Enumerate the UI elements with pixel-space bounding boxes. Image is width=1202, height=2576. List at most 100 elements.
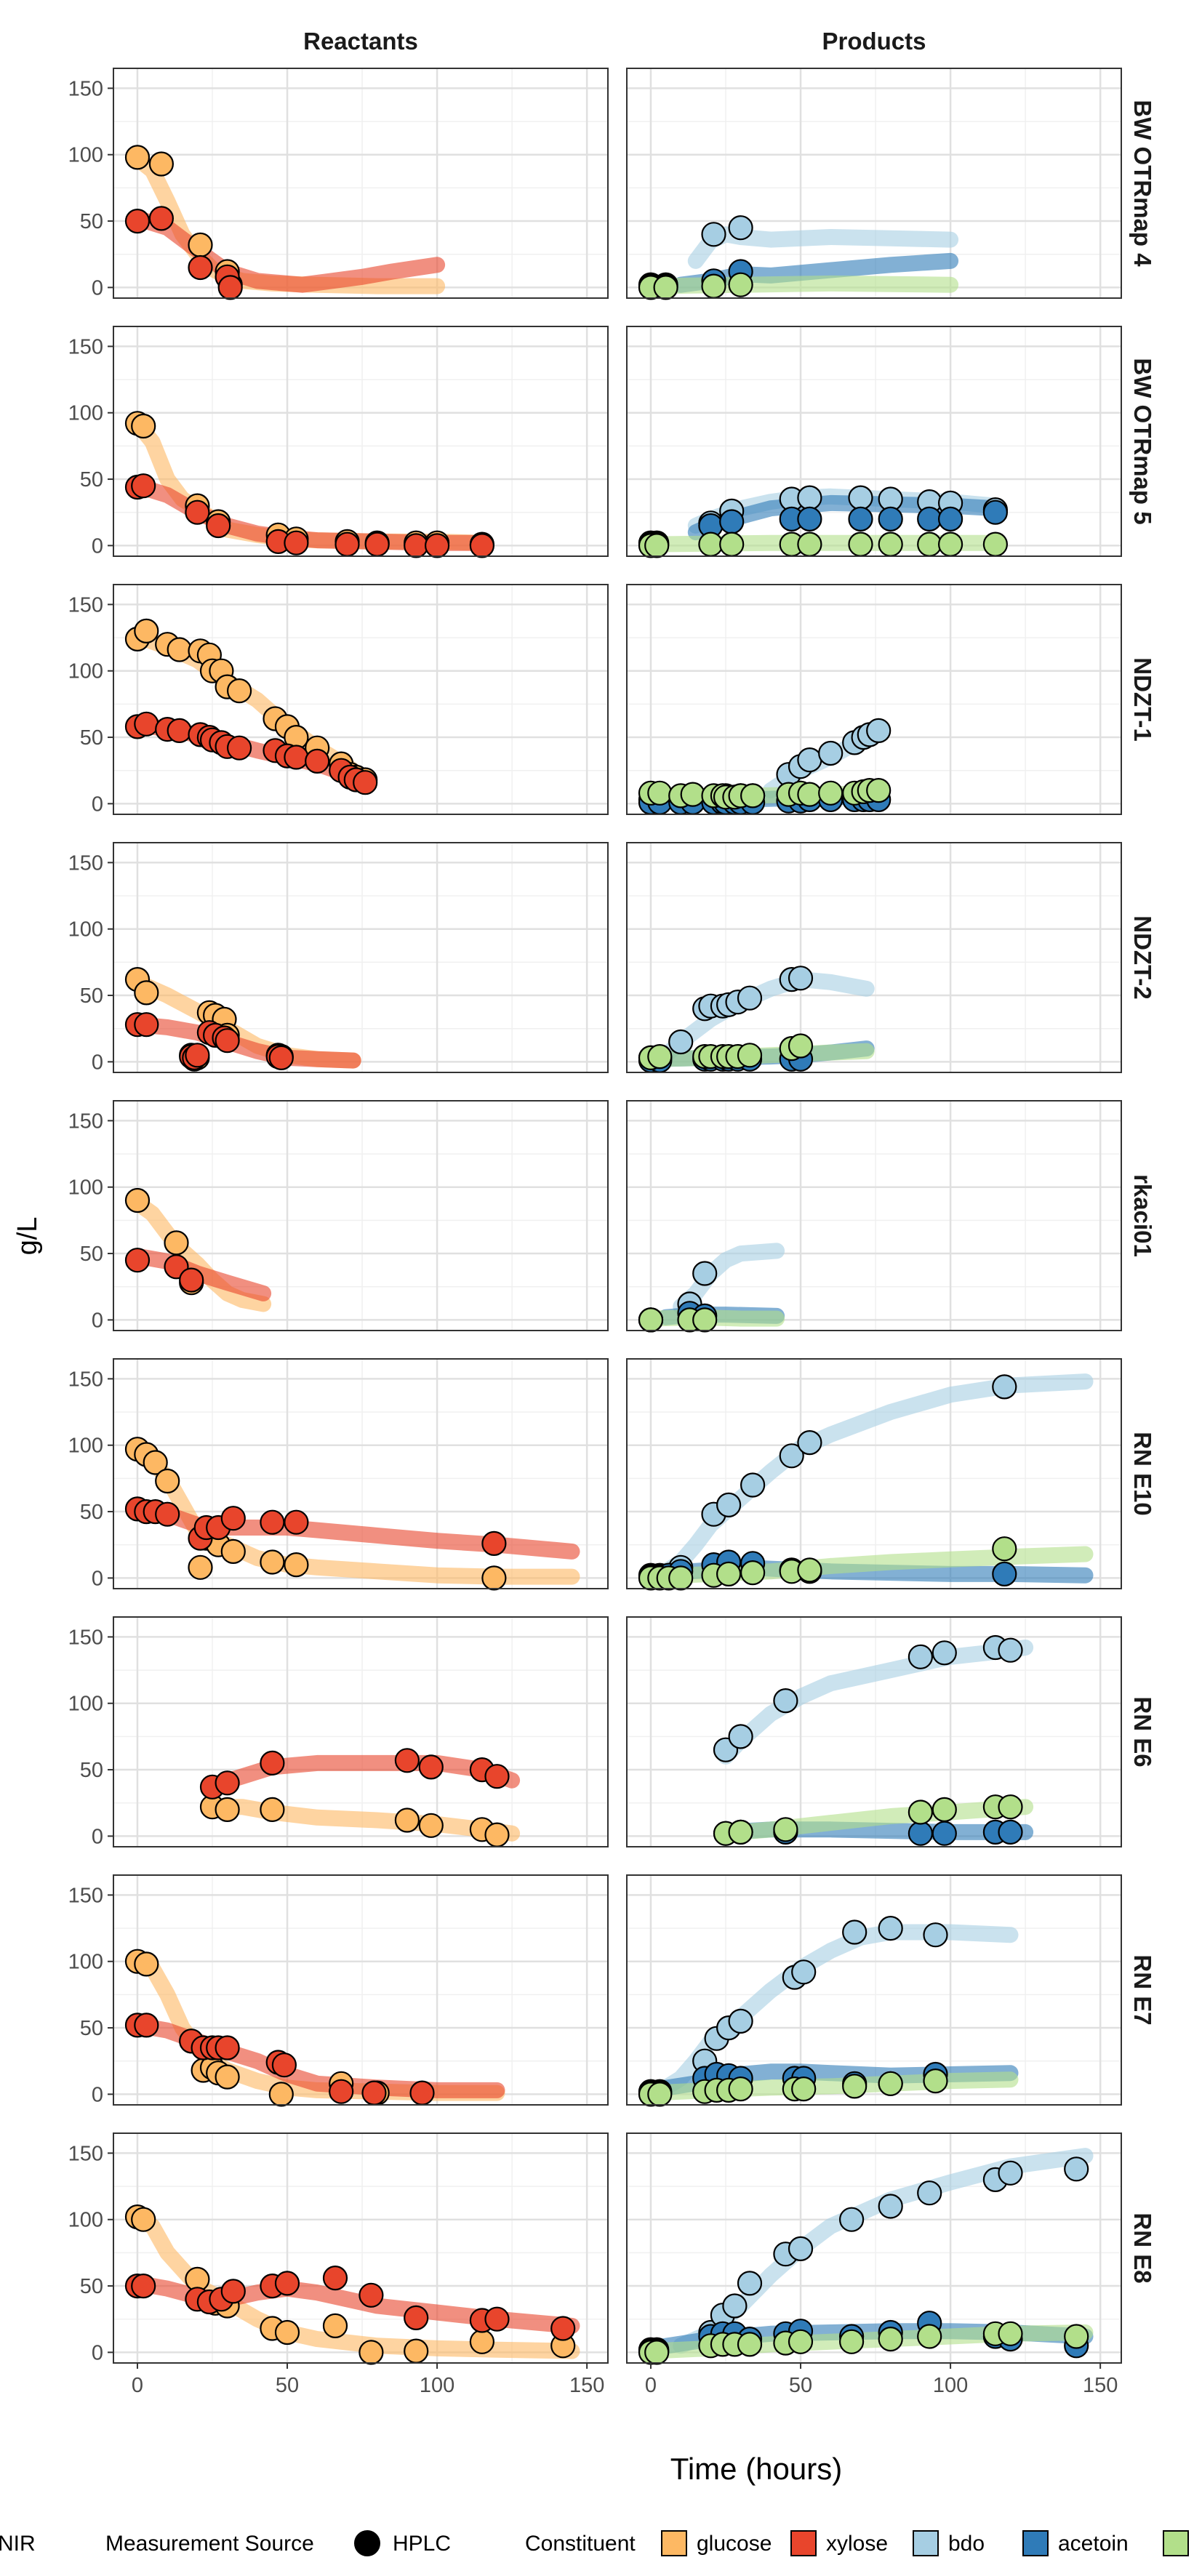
hplc-point-glucose [322, 2313, 348, 2338]
hplc-point-xylose [409, 2080, 435, 2106]
y-tick-label: 0 [92, 534, 103, 558]
panel-rn-e8-products: 0 50 100 150 [626, 2132, 1122, 2397]
hplc-point-bdo [931, 1640, 957, 1666]
panel-rn-e7-products [626, 1874, 1122, 2107]
hplc-point-glucose [260, 1797, 285, 1822]
legend-key-xylose [790, 2530, 817, 2556]
hplc-point-bdo [998, 2160, 1023, 2186]
hplc-point-ethanol [848, 531, 873, 557]
hplc-point-acetoin [917, 506, 942, 532]
hplc-point-glucose [404, 2338, 429, 2364]
legend-key-bdo [913, 2530, 939, 2556]
hplc-point-xylose [274, 2271, 300, 2296]
legend-key-glucose [661, 2530, 687, 2556]
panel-ndzt-2-reactants: 0 50 100 150 [68, 842, 609, 1074]
hplc-point-xylose [206, 513, 231, 539]
hplc-point-acetoin [992, 1561, 1017, 1586]
y-tick-label: 0 [92, 793, 103, 816]
hplc-point-ethanol [638, 1307, 664, 1333]
hplc-point-xylose [353, 770, 378, 795]
hplc-point-glucose [164, 1230, 189, 1256]
panel-border [626, 68, 1122, 299]
hplc-point-bdo [716, 1492, 742, 1517]
hplc-point-bdo [917, 2180, 942, 2206]
panel-rn-e6-reactants: 0 50 100 150 [68, 1616, 609, 1848]
hplc-point-acetoin [937, 506, 963, 532]
panel-bw-otrmap-5-products [626, 326, 1122, 558]
panel-rn-e6-products [626, 1616, 1122, 1847]
legend-label-xylose: xylose [826, 2532, 888, 2556]
panel-border [113, 584, 609, 815]
y-tick-label: 150 [68, 1884, 103, 1907]
hplc-point-ethanol [773, 1817, 798, 1842]
panel-ndzt-2-products [626, 842, 1122, 1073]
panel-border [626, 1358, 1122, 1589]
panel-background [627, 1617, 1121, 1847]
panel-background [627, 843, 1121, 1072]
hplc-point-ethanol [716, 1561, 742, 1586]
legend-constituent-title: Constituent [525, 2532, 636, 2556]
column-title-products: Products [822, 28, 926, 55]
hplc-point-ethanol [701, 273, 726, 299]
hplc-point-bdo [848, 485, 873, 510]
hplc-point-bdo [728, 1724, 753, 1749]
panel-border [113, 1874, 609, 2106]
panel-background [113, 68, 608, 298]
panel-rkaci01-reactants: 0 50 100 150 [68, 1100, 609, 1332]
hplc-point-ethanol [680, 782, 705, 807]
legend-label-glucose: glucose [697, 2532, 772, 2556]
hplc-point-bdo [728, 2008, 753, 2034]
legend-label-bdo: bdo [948, 2532, 985, 2556]
hplc-point-xylose [329, 2079, 354, 2104]
hplc-point-bdo [1064, 2156, 1089, 2182]
hplc-point-xylose [284, 1509, 309, 1535]
row-label-ndzt-2: NDZT-2 [1129, 915, 1156, 1000]
hplc-point-ethanol [917, 2324, 942, 2349]
panel-background [627, 1101, 1121, 1331]
hplc-point-bdo [818, 740, 844, 766]
x-tick-label: 50 [789, 2374, 812, 2397]
hplc-point-glucose [394, 1807, 420, 1833]
y-tick-label: 0 [92, 2083, 103, 2106]
hplc-point-glucose [358, 2340, 384, 2365]
hplc-point-ethanol [992, 1536, 1017, 1562]
hplc-point-ethanol [818, 780, 844, 806]
hplc-point-ethanol [982, 531, 1009, 557]
hplc-point-bdo [701, 222, 726, 247]
hplc-point-xylose [322, 2266, 348, 2291]
nir-trace-glucose [129, 1195, 272, 1312]
row-label-bw-otrmap-4: BW OTRmap 4 [1129, 100, 1156, 267]
panel-border [113, 842, 609, 1073]
hplc-point-xylose [220, 2279, 246, 2304]
hplc-point-bdo [668, 1029, 694, 1055]
hplc-point-glucose [220, 1538, 246, 1564]
hplc-point-ethanol [647, 780, 673, 806]
hplc-point-xylose [260, 1750, 285, 1775]
legend-key-acetoin [1022, 2530, 1049, 2556]
hplc-point-bdo [779, 1443, 804, 1469]
panel-background [113, 1875, 608, 2105]
hplc-point-bdo [791, 1959, 817, 1985]
hplc-point-glucose [469, 2329, 495, 2354]
x-tick-label: 150 [569, 2374, 604, 2397]
hplc-point-ethanol [740, 783, 766, 808]
hplc-point-bdo [878, 1916, 903, 1941]
hplc-point-glucose [155, 1468, 180, 1494]
x-tick-label: 50 [276, 2374, 299, 2397]
panel-rn-e10-reactants: 0 50 100 150 [68, 1358, 609, 1591]
hplc-point-bdo [992, 1374, 1017, 1400]
panel-bw-otrmap-5-reactants: 0 50 100 150 [68, 326, 609, 558]
y-tick-label: 0 [92, 1309, 103, 1332]
hplc-point-ethanol [788, 2329, 814, 2354]
hplc-point-ethanol [737, 1043, 763, 1068]
hplc-point-ethanol [937, 531, 963, 557]
panel-background [113, 326, 608, 556]
hplc-point-ethanol [647, 1043, 673, 1070]
hplc-point-acetoin [797, 506, 822, 532]
hplc-point-bdo [878, 2194, 903, 2219]
hplc-point-bdo [797, 485, 822, 510]
hplc-point-xylose [484, 2306, 510, 2332]
hplc-point-xylose [185, 499, 210, 525]
hplc-point-glucose [134, 1951, 159, 1977]
hplc-point-ethanol [791, 2077, 817, 2102]
